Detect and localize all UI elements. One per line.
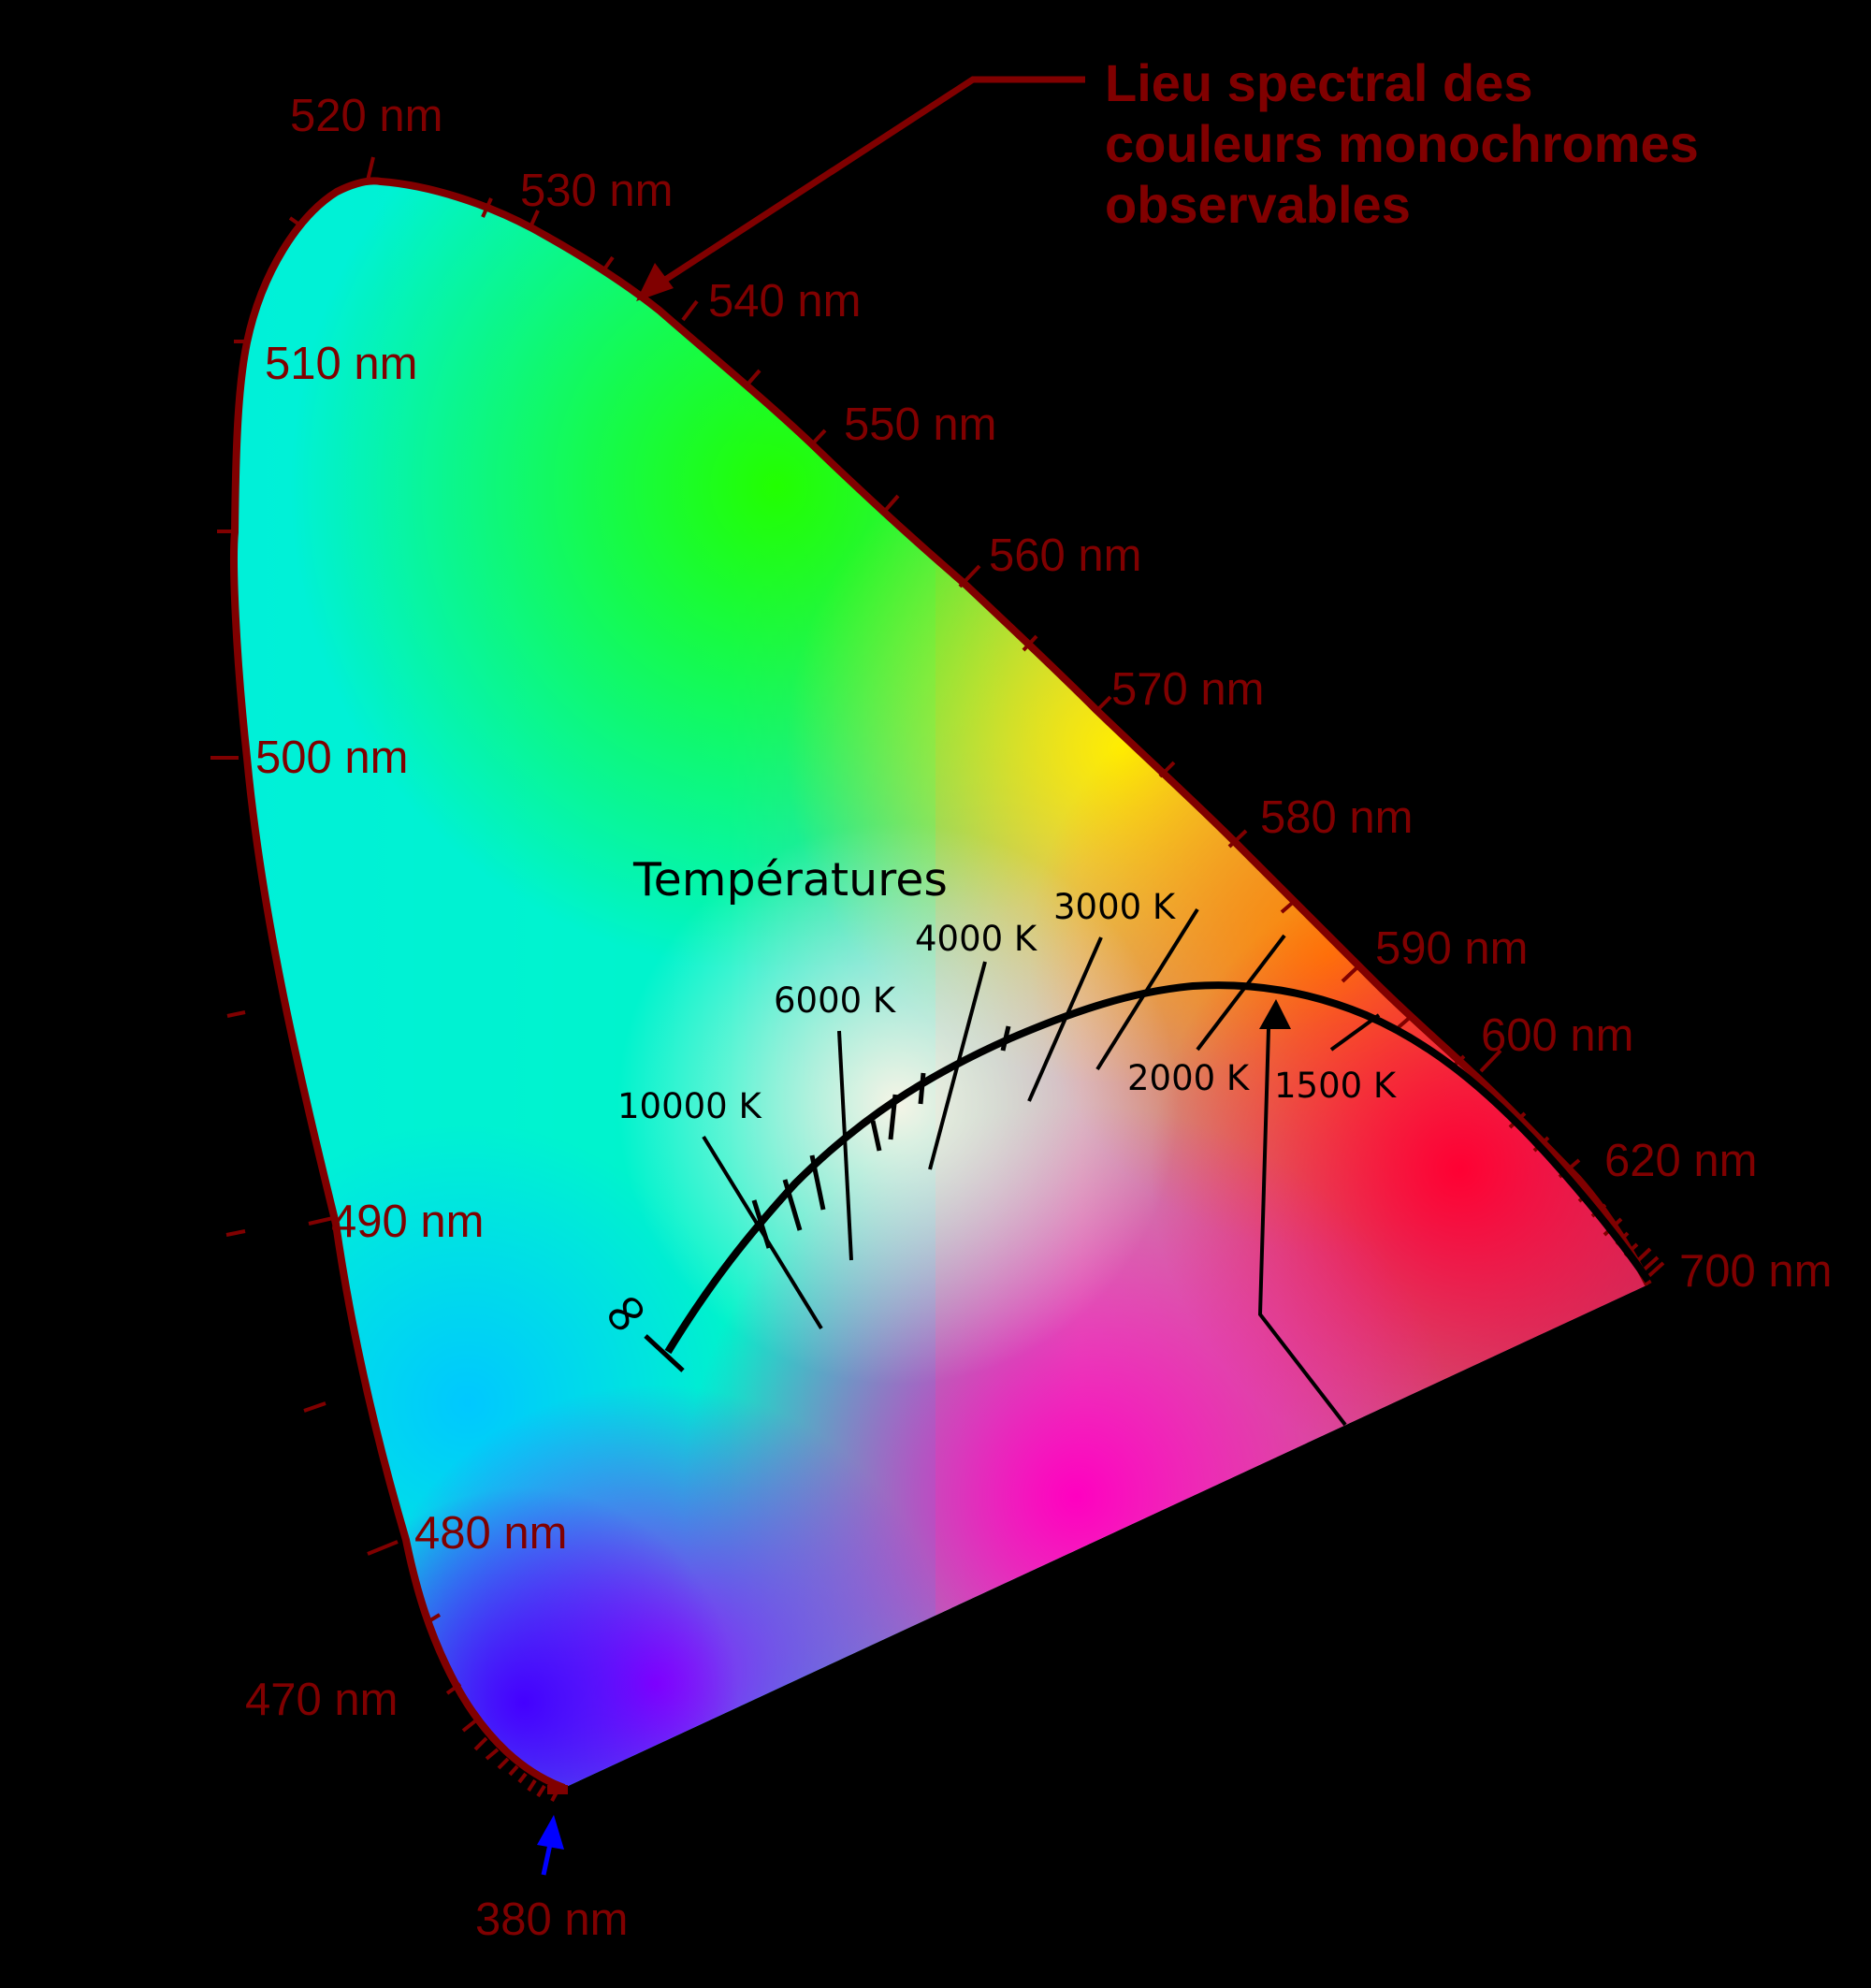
temperature-label: 6000 K	[774, 980, 897, 1021]
planckian-locus	[644, 907, 1652, 1372]
380nm-marker	[547, 1785, 568, 1794]
infinity-end-bar	[644, 1334, 685, 1372]
wavelength-label: 490 nm	[331, 1197, 484, 1247]
temperature-label: 10000 K	[617, 1086, 762, 1126]
spectral-locus-title: Lieu spectral des couleurs monochromes o…	[1105, 53, 1699, 234]
wavelength-label: 590 nm	[1375, 923, 1528, 974]
temperature-label: 2000 K	[1127, 1058, 1251, 1098]
isotherm-10000k	[702, 1135, 823, 1330]
wavelength-label: 550 nm	[844, 399, 996, 450]
spectral-locus-callout-arrow	[636, 76, 1085, 301]
isotherm-3000k-a	[1027, 936, 1103, 1102]
isotherms	[702, 907, 1381, 1330]
wavelength-label: 480 nm	[414, 1508, 567, 1559]
temperatures-heading: Températures	[632, 853, 948, 907]
wavelength-label: 510 nm	[265, 339, 417, 389]
isotherm-6000k	[837, 1030, 853, 1261]
isotherm-3000k-b	[1095, 907, 1199, 1071]
wavelength-label: 500 nm	[255, 733, 408, 783]
wavelength-ticks	[210, 156, 1665, 1802]
wavelength-label: 380 nm	[475, 1894, 628, 1945]
temperature-label: 3000 K	[1053, 887, 1177, 927]
planckian-pointer-arrow	[1257, 999, 1347, 1427]
title-line-2: couleurs monochromes	[1105, 114, 1699, 173]
wavelength-label: 570 nm	[1111, 664, 1264, 715]
isotherm-4000k	[928, 961, 987, 1170]
wavelength-label: 470 nm	[245, 1675, 398, 1725]
wavelength-label: 540 nm	[708, 276, 861, 326]
title-line-1: Lieu spectral des	[1105, 53, 1533, 112]
isotherm-2000k	[1196, 934, 1286, 1052]
wavelength-label: 700 nm	[1679, 1246, 1832, 1297]
title-line-3: observables	[1105, 175, 1411, 234]
wavelength-label: 530 nm	[520, 166, 673, 216]
isotherm-1500k	[1329, 1013, 1381, 1052]
wavelength-labels: 520 nm 530 nm 540 nm 550 nm 560 nm 570 n…	[245, 91, 1832, 1945]
temperature-label: 4000 K	[915, 919, 1038, 959]
temperature-label: 1500 K	[1274, 1066, 1398, 1106]
wavelength-label: 520 nm	[290, 91, 442, 141]
380nm-arrow	[537, 1815, 564, 1876]
wavelength-label: 600 nm	[1481, 1010, 1633, 1061]
wavelength-label: 580 nm	[1260, 792, 1413, 843]
wavelength-label: 620 nm	[1604, 1136, 1757, 1186]
planckian-locus-curve	[664, 981, 1652, 1355]
wavelength-label: 560 nm	[989, 530, 1141, 581]
